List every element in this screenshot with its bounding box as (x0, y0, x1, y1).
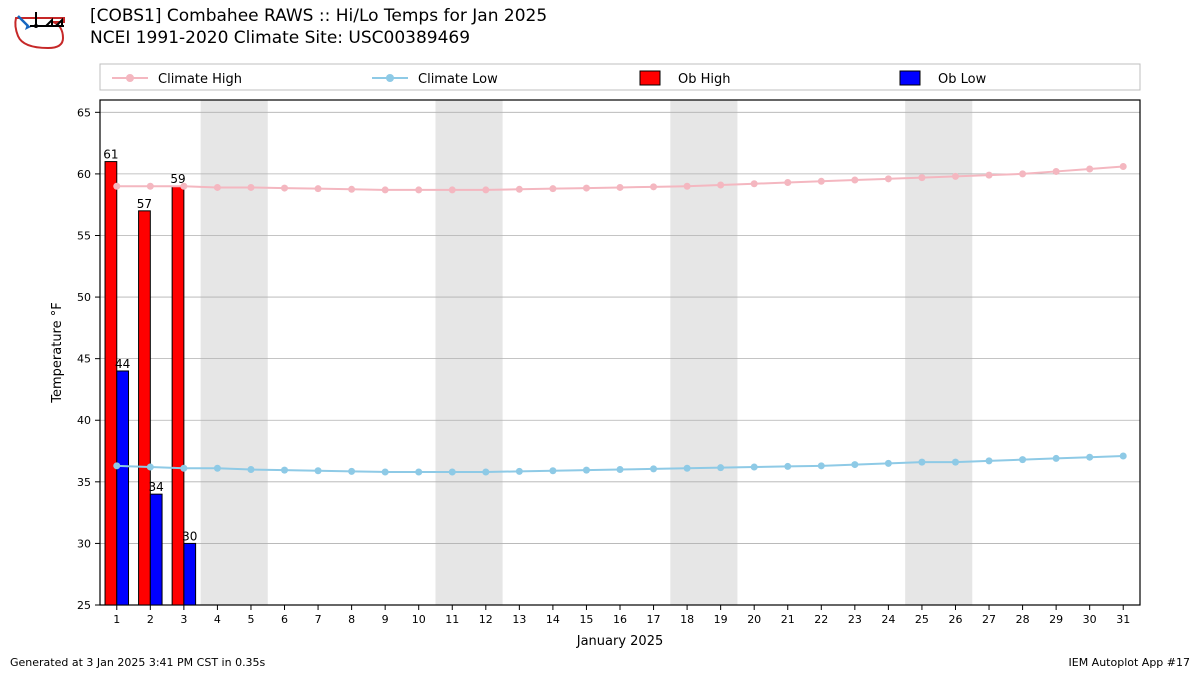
svg-text:30: 30 (182, 529, 197, 543)
title-line-1: [COBS1] Combahee RAWS :: Hi/Lo Temps for… (90, 6, 547, 26)
footer-app: IEM Autoplot App #17 (1069, 656, 1191, 669)
svg-text:22: 22 (814, 613, 828, 626)
svg-text:23: 23 (848, 613, 862, 626)
svg-text:25: 25 (915, 613, 929, 626)
svg-text:19: 19 (714, 613, 728, 626)
svg-text:14: 14 (546, 613, 560, 626)
svg-text:24: 24 (881, 613, 895, 626)
svg-text:12: 12 (479, 613, 493, 626)
title-line-2: NCEI 1991-2020 Climate Site: USC00389469 (90, 28, 547, 48)
svg-text:4: 4 (214, 613, 221, 626)
svg-text:Ob High: Ob High (678, 72, 731, 87)
svg-text:January 2025: January 2025 (576, 634, 664, 649)
svg-text:60: 60 (77, 168, 91, 181)
svg-text:31: 31 (1116, 613, 1130, 626)
svg-text:29: 29 (1049, 613, 1063, 626)
svg-text:21: 21 (781, 613, 795, 626)
svg-text:44: 44 (115, 357, 130, 371)
svg-text:55: 55 (77, 229, 91, 242)
svg-text:3: 3 (180, 613, 187, 626)
svg-text:20: 20 (747, 613, 761, 626)
svg-text:11: 11 (445, 613, 459, 626)
iem-logo (8, 8, 73, 57)
svg-text:Climate Low: Climate Low (418, 72, 498, 87)
svg-text:13: 13 (512, 613, 526, 626)
svg-text:26: 26 (948, 613, 962, 626)
temperature-chart: Climate HighClimate LowOb HighOb Low2530… (45, 60, 1185, 650)
svg-text:16: 16 (613, 613, 627, 626)
svg-text:17: 17 (647, 613, 661, 626)
svg-text:Ob Low: Ob Low (938, 72, 987, 87)
svg-text:8: 8 (348, 613, 355, 626)
svg-text:28: 28 (1016, 613, 1030, 626)
svg-text:7: 7 (315, 613, 322, 626)
svg-text:34: 34 (149, 480, 164, 494)
svg-text:50: 50 (77, 291, 91, 304)
footer-generated: Generated at 3 Jan 2025 3:41 PM CST in 0… (10, 656, 265, 669)
svg-text:10: 10 (412, 613, 426, 626)
svg-text:9: 9 (382, 613, 389, 626)
svg-text:57: 57 (137, 197, 152, 211)
svg-text:30: 30 (77, 537, 91, 550)
svg-text:30: 30 (1083, 613, 1097, 626)
svg-text:15: 15 (579, 613, 593, 626)
chart-title: [COBS1] Combahee RAWS :: Hi/Lo Temps for… (90, 6, 547, 48)
svg-text:45: 45 (77, 353, 91, 366)
svg-text:2: 2 (147, 613, 154, 626)
svg-text:Temperature °F: Temperature °F (50, 302, 65, 403)
svg-text:65: 65 (77, 106, 91, 119)
svg-text:35: 35 (77, 476, 91, 489)
svg-text:27: 27 (982, 613, 996, 626)
svg-text:40: 40 (77, 414, 91, 427)
svg-text:Climate High: Climate High (158, 72, 242, 87)
svg-text:6: 6 (281, 613, 288, 626)
svg-text:61: 61 (103, 148, 118, 162)
svg-text:1: 1 (113, 613, 120, 626)
svg-text:18: 18 (680, 613, 694, 626)
svg-text:25: 25 (77, 599, 91, 612)
svg-text:5: 5 (247, 613, 254, 626)
